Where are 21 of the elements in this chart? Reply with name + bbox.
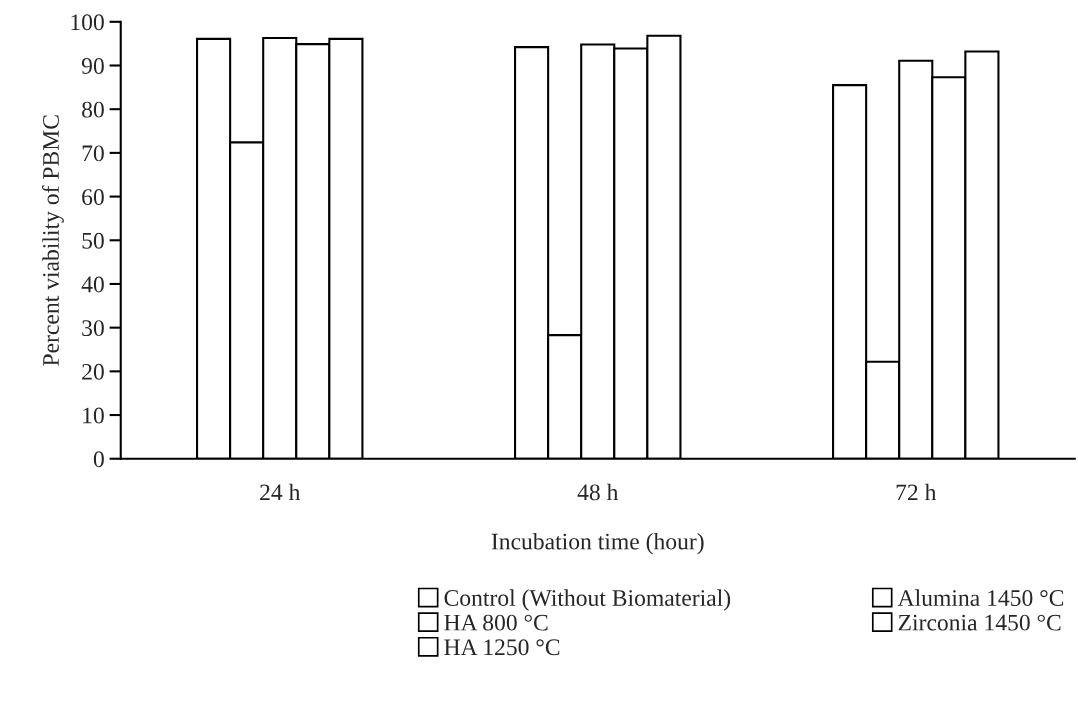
x-tick-label: 48 h [577,483,619,501]
legend-label: Alumina 1450 °C [897,589,1064,606]
legend-label: HA 800 °C [444,614,548,631]
x-axis-title: Incubation time (hour) [491,532,704,555]
x-tick-label: 72 h [896,483,937,501]
y-tick-label: 40 [81,276,104,293]
y-tick-label: 90 [81,57,104,74]
y-tick-label: 70 [82,145,104,162]
y-tick-label: 60 [82,189,104,206]
y-tick-label: 80 [82,101,104,118]
y-tick-label: 10 [83,407,104,424]
y-axis-title: Percent viability of PBMC [42,115,64,366]
legend-label: Zirconia 1450 °C [898,614,1061,631]
legend-label: HA 1250 °C [444,639,560,656]
y-tick-label: 100 [71,14,104,31]
legend-label: Control (Without Biomaterial) [444,589,731,611]
y-tick-label: 50 [82,232,104,249]
y-tick-label: 30 [82,320,104,337]
x-tick-label: 24 h [260,483,301,501]
y-tick-label: 0 [93,451,104,468]
y-tick-label: 20 [82,363,104,380]
